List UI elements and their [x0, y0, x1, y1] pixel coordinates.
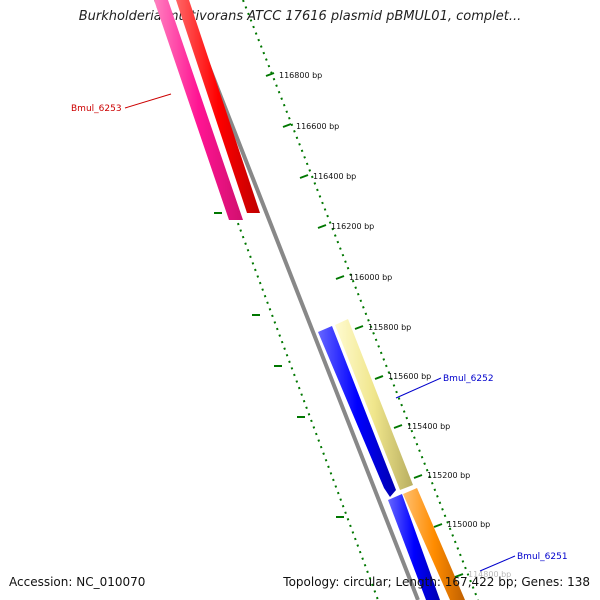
- ruler-label-115000: 115000 bp: [447, 520, 490, 529]
- ruler-tick-116400: [299, 174, 309, 179]
- callout-line-bmul-6253: [124, 93, 172, 109]
- gene-bmul-6253[interactable]: [176, 0, 260, 213]
- ruler-label-114800: 114800 bp: [468, 570, 511, 579]
- ruler-label-115200: 115200 bp: [427, 471, 470, 480]
- gene-label-bmul-6253[interactable]: Bmul_6253: [71, 104, 122, 114]
- ruler-tick-115200: [413, 474, 423, 479]
- ruler-tick-116600: [282, 123, 292, 128]
- ruler-label-116600: 116600 bp: [296, 122, 339, 131]
- ruler-label-116400: 116400 bp: [313, 172, 356, 181]
- ruler-tick-115400: [393, 424, 403, 429]
- ruler: 116800 bp 116600 bp 116400 bp 116200 bp …: [265, 71, 511, 579]
- ruler-label-116000: 116000 bp: [349, 273, 392, 282]
- ruler-tick-116800: [265, 72, 275, 77]
- gene-bmul-6252-blue[interactable]: [318, 326, 396, 497]
- gene-bmul-6252[interactable]: [335, 319, 413, 490]
- summary-label: Topology: circular; Length: 167,422 bp; …: [283, 575, 590, 589]
- gene-bmul-6251-blue[interactable]: [388, 494, 440, 600]
- gene-bmul-6251[interactable]: [403, 488, 465, 600]
- ruler-label-115600: 115600 bp: [388, 372, 431, 381]
- ruler-tick-115000: [433, 523, 443, 528]
- gene-bmul-6253-pink[interactable]: [154, 0, 243, 220]
- ruler-label-116800: 116800 bp: [279, 71, 322, 80]
- ruler-label-115800: 115800 bp: [368, 323, 411, 332]
- gene-callouts: Bmul_6253 Bmul_6252 Bmul_6251: [71, 93, 568, 572]
- accession-label: Accession: NC_010070: [9, 575, 146, 589]
- ruler-tick-116200: [317, 224, 327, 229]
- ruler-tick-116000: [335, 275, 345, 280]
- ruler-tick-114800: [454, 573, 464, 578]
- gene-label-bmul-6251[interactable]: Bmul_6251: [517, 552, 568, 562]
- gene-label-bmul-6252[interactable]: Bmul_6252: [443, 374, 494, 384]
- ruler-tick-115600: [374, 375, 384, 380]
- callout-line-bmul-6251: [479, 555, 516, 572]
- outer-tick-line: [242, 0, 479, 600]
- ruler-tick-115800: [354, 325, 364, 330]
- ruler-label-115400: 115400 bp: [407, 422, 450, 431]
- ruler-label-116200: 116200 bp: [331, 222, 374, 231]
- callout-line-bmul-6252: [395, 377, 442, 399]
